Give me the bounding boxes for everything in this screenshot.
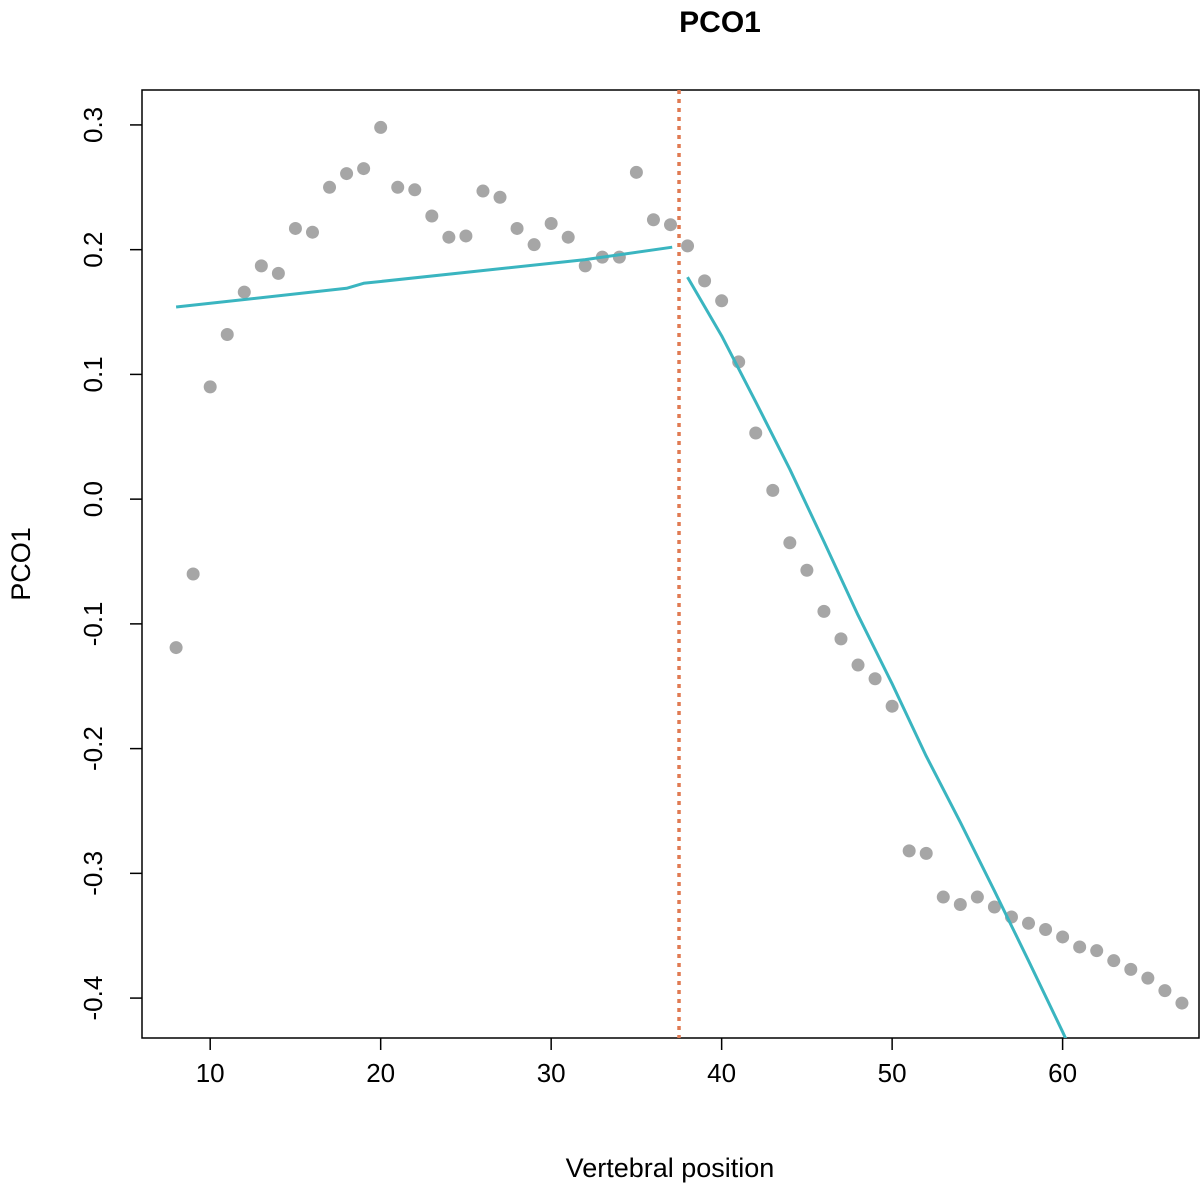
plot-area [169, 90, 1189, 1038]
data-point [885, 699, 899, 713]
data-point [1175, 996, 1189, 1010]
y-axis-title: PCO1 [6, 527, 36, 601]
data-point [220, 327, 234, 341]
data-point [800, 563, 814, 577]
x-tick-label: 10 [196, 1058, 225, 1088]
data-point [953, 898, 967, 912]
x-axis-title: Vertebral position [566, 1153, 775, 1183]
fit-line-segment [686, 276, 1068, 1038]
data-point [425, 209, 439, 223]
data-point [186, 567, 200, 581]
fit-lines [175, 245, 1068, 1038]
data-point [919, 846, 933, 860]
data-point [323, 180, 337, 194]
x-tick-label: 20 [366, 1058, 395, 1088]
data-point [493, 190, 507, 204]
data-point [1073, 940, 1087, 954]
data-point [203, 380, 217, 394]
data-point [1107, 954, 1121, 968]
y-tick-label: -0.4 [78, 976, 108, 1021]
plot-frame [141, 89, 1200, 1039]
y-tick-label: 0.3 [78, 107, 108, 143]
data-point [237, 285, 251, 299]
data-point [357, 162, 371, 176]
x-tick-label: 60 [1048, 1058, 1077, 1088]
data-point [510, 221, 524, 235]
data-point [715, 294, 729, 308]
data-point [817, 604, 831, 618]
data-point [340, 167, 354, 181]
data-point [1090, 944, 1104, 958]
data-point [442, 230, 456, 244]
data-point [254, 259, 268, 273]
data-point [305, 225, 319, 239]
x-tick-label: 50 [878, 1058, 907, 1088]
data-point [629, 165, 643, 179]
data-point [664, 218, 677, 232]
data-point [408, 183, 422, 197]
x-axis: 10 20 30 40 50 60 [196, 1038, 1077, 1088]
data-point [766, 483, 780, 497]
y-tick-label: -0.2 [78, 726, 108, 771]
fit-line-segment [175, 245, 673, 309]
data-point [288, 221, 302, 235]
data-point [527, 238, 541, 252]
data-point [834, 632, 848, 646]
data-point [936, 890, 950, 904]
chart-title: PCO1 [679, 6, 761, 39]
data-point [646, 213, 660, 227]
data-point [169, 641, 183, 655]
data-point [902, 844, 916, 858]
y-axis: 0.3 0.2 0.1 0.0 -0.1 -0.2 -0.3 -0.4 [78, 107, 142, 1021]
data-point [987, 900, 1001, 914]
data-point [1039, 922, 1053, 936]
data-point [1141, 971, 1155, 985]
y-tick-label: 0.2 [78, 232, 108, 268]
data-point [1158, 984, 1172, 998]
y-tick-label: 0.1 [78, 356, 108, 392]
x-tick-label: 40 [707, 1058, 736, 1088]
data-point [561, 230, 575, 244]
data-point [1056, 930, 1070, 944]
data-point [391, 180, 405, 194]
data-point [681, 239, 695, 253]
data-point [749, 426, 763, 440]
data-point [1022, 916, 1036, 930]
data-point [374, 120, 388, 134]
data-point [578, 259, 592, 273]
data-points [169, 120, 1189, 1010]
data-point [868, 672, 882, 686]
data-point [698, 274, 712, 288]
data-point [970, 890, 984, 904]
y-tick-label: 0.0 [78, 481, 108, 517]
data-point [1124, 962, 1138, 976]
x-tick-label: 30 [537, 1058, 566, 1088]
data-point [271, 266, 285, 280]
y-tick-label: -0.1 [78, 601, 108, 646]
data-point [851, 658, 865, 672]
data-point [544, 216, 558, 230]
y-tick-label: -0.3 [78, 851, 108, 896]
data-point [459, 229, 473, 243]
data-point [783, 536, 797, 550]
data-point [476, 184, 490, 198]
